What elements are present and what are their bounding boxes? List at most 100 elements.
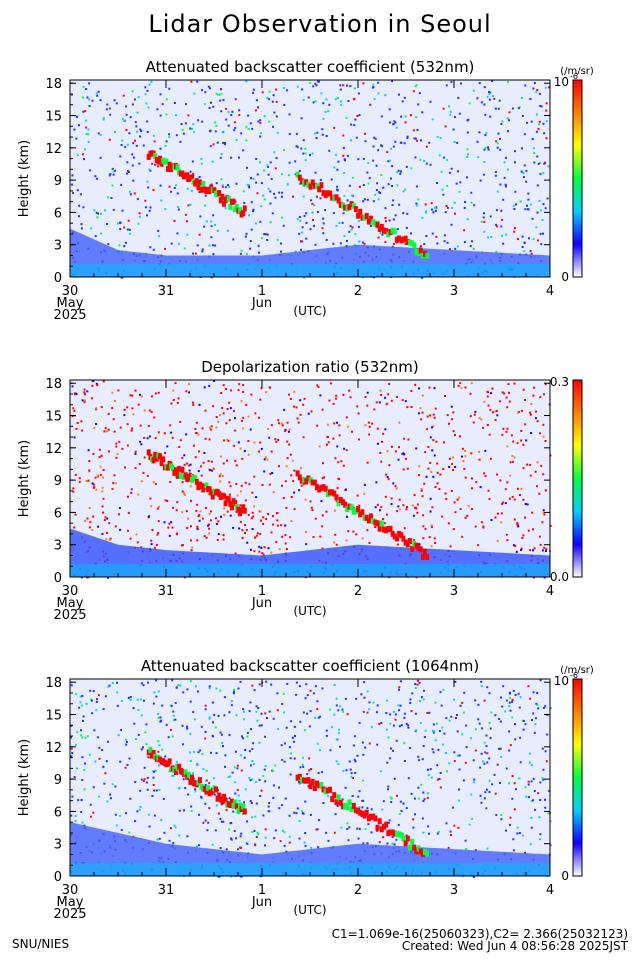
signal-speck — [259, 119, 262, 122]
cloud-segment — [392, 830, 397, 837]
signal-speck — [533, 82, 536, 85]
signal-speck — [217, 520, 220, 523]
signal-speck — [272, 784, 275, 787]
signal-speck — [533, 547, 536, 550]
signal-speck — [515, 550, 518, 553]
signal-speck — [193, 130, 196, 133]
signal-speck — [434, 210, 437, 212]
signal-speck — [106, 517, 109, 520]
signal-speck — [358, 504, 361, 507]
signal-speck — [505, 233, 508, 236]
signal-speck — [414, 156, 417, 159]
signal-speck — [483, 86, 486, 89]
signal-speck — [150, 410, 153, 413]
signal-speck — [91, 397, 93, 400]
signal-speck — [353, 124, 356, 127]
signal-speck — [246, 166, 248, 169]
signal-speck — [390, 445, 393, 448]
signal-speck — [354, 771, 357, 774]
signal-speck — [501, 391, 504, 394]
signal-speck — [134, 121, 137, 124]
signal-speck — [76, 189, 79, 192]
signal-speck — [473, 204, 476, 207]
signal-speck — [196, 539, 199, 542]
signal-speck — [246, 820, 249, 823]
cloud-segment — [207, 486, 212, 493]
signal-speck — [315, 195, 318, 198]
signal-speck — [326, 443, 328, 446]
signal-speck — [346, 84, 348, 87]
signal-speck — [157, 532, 160, 534]
signal-speck — [406, 467, 409, 470]
signal-speck — [286, 440, 289, 443]
signal-speck — [524, 723, 527, 726]
signal-speck — [228, 797, 231, 800]
signal-speck — [322, 117, 325, 120]
signal-speck — [480, 101, 483, 104]
signal-speck — [426, 792, 429, 795]
signal-speck — [194, 427, 197, 430]
signal-speck — [403, 716, 406, 719]
signal-speck — [140, 748, 143, 751]
signal-speck — [325, 831, 328, 834]
signal-speck — [243, 202, 246, 204]
signal-speck — [268, 483, 271, 486]
signal-speck — [335, 224, 338, 227]
signal-speck — [100, 406, 103, 409]
signal-speck — [293, 469, 296, 472]
signal-speck — [313, 224, 315, 227]
signal-speck — [217, 714, 220, 717]
signal-speck — [234, 459, 237, 462]
signal-speck — [436, 471, 439, 474]
signal-speck — [209, 87, 211, 90]
signal-speck — [287, 430, 290, 433]
signal-speck — [235, 837, 238, 840]
signal-speck — [536, 461, 539, 464]
signal-speck — [480, 680, 483, 683]
signal-speck — [289, 773, 292, 776]
signal-speck — [381, 233, 384, 236]
signal-speck — [171, 679, 174, 682]
signal-speck — [264, 780, 267, 783]
signal-speck — [352, 744, 355, 747]
signal-speck — [449, 830, 452, 833]
signal-speck — [237, 441, 240, 444]
signal-speck — [130, 488, 133, 491]
signal-speck — [271, 100, 274, 103]
signal-speck — [450, 490, 453, 492]
signal-speck — [266, 239, 269, 241]
signal-speck — [368, 708, 371, 711]
signal-speck — [114, 785, 117, 788]
signal-speck — [334, 533, 337, 536]
signal-speck — [170, 827, 172, 830]
signal-speck — [543, 132, 546, 135]
signal-speck — [265, 680, 268, 683]
signal-speck — [260, 387, 263, 390]
signal-speck — [311, 152, 314, 155]
cloud-layer — [146, 746, 247, 815]
signal-speck — [456, 730, 459, 733]
signal-speck — [102, 476, 104, 479]
signal-speck — [355, 136, 358, 139]
signal-speck — [205, 769, 208, 772]
signal-speck — [514, 227, 516, 230]
signal-speck — [108, 522, 111, 525]
cloud-layer — [295, 470, 430, 560]
cloud-segment — [379, 223, 384, 230]
signal-speck — [535, 130, 538, 133]
signal-speck — [211, 734, 214, 737]
signal-speck — [96, 698, 98, 701]
signal-speck — [544, 806, 547, 809]
signal-speck — [112, 418, 115, 421]
signal-speck — [499, 720, 502, 723]
signal-speck — [208, 512, 211, 515]
signal-speck — [222, 412, 225, 415]
signal-speck — [293, 508, 296, 511]
signal-speck — [336, 168, 339, 171]
signal-speck — [82, 110, 85, 113]
signal-speck — [78, 477, 81, 480]
signal-speck — [152, 702, 155, 705]
signal-speck — [73, 526, 76, 529]
signal-speck — [257, 707, 260, 709]
signal-speck — [450, 834, 452, 836]
